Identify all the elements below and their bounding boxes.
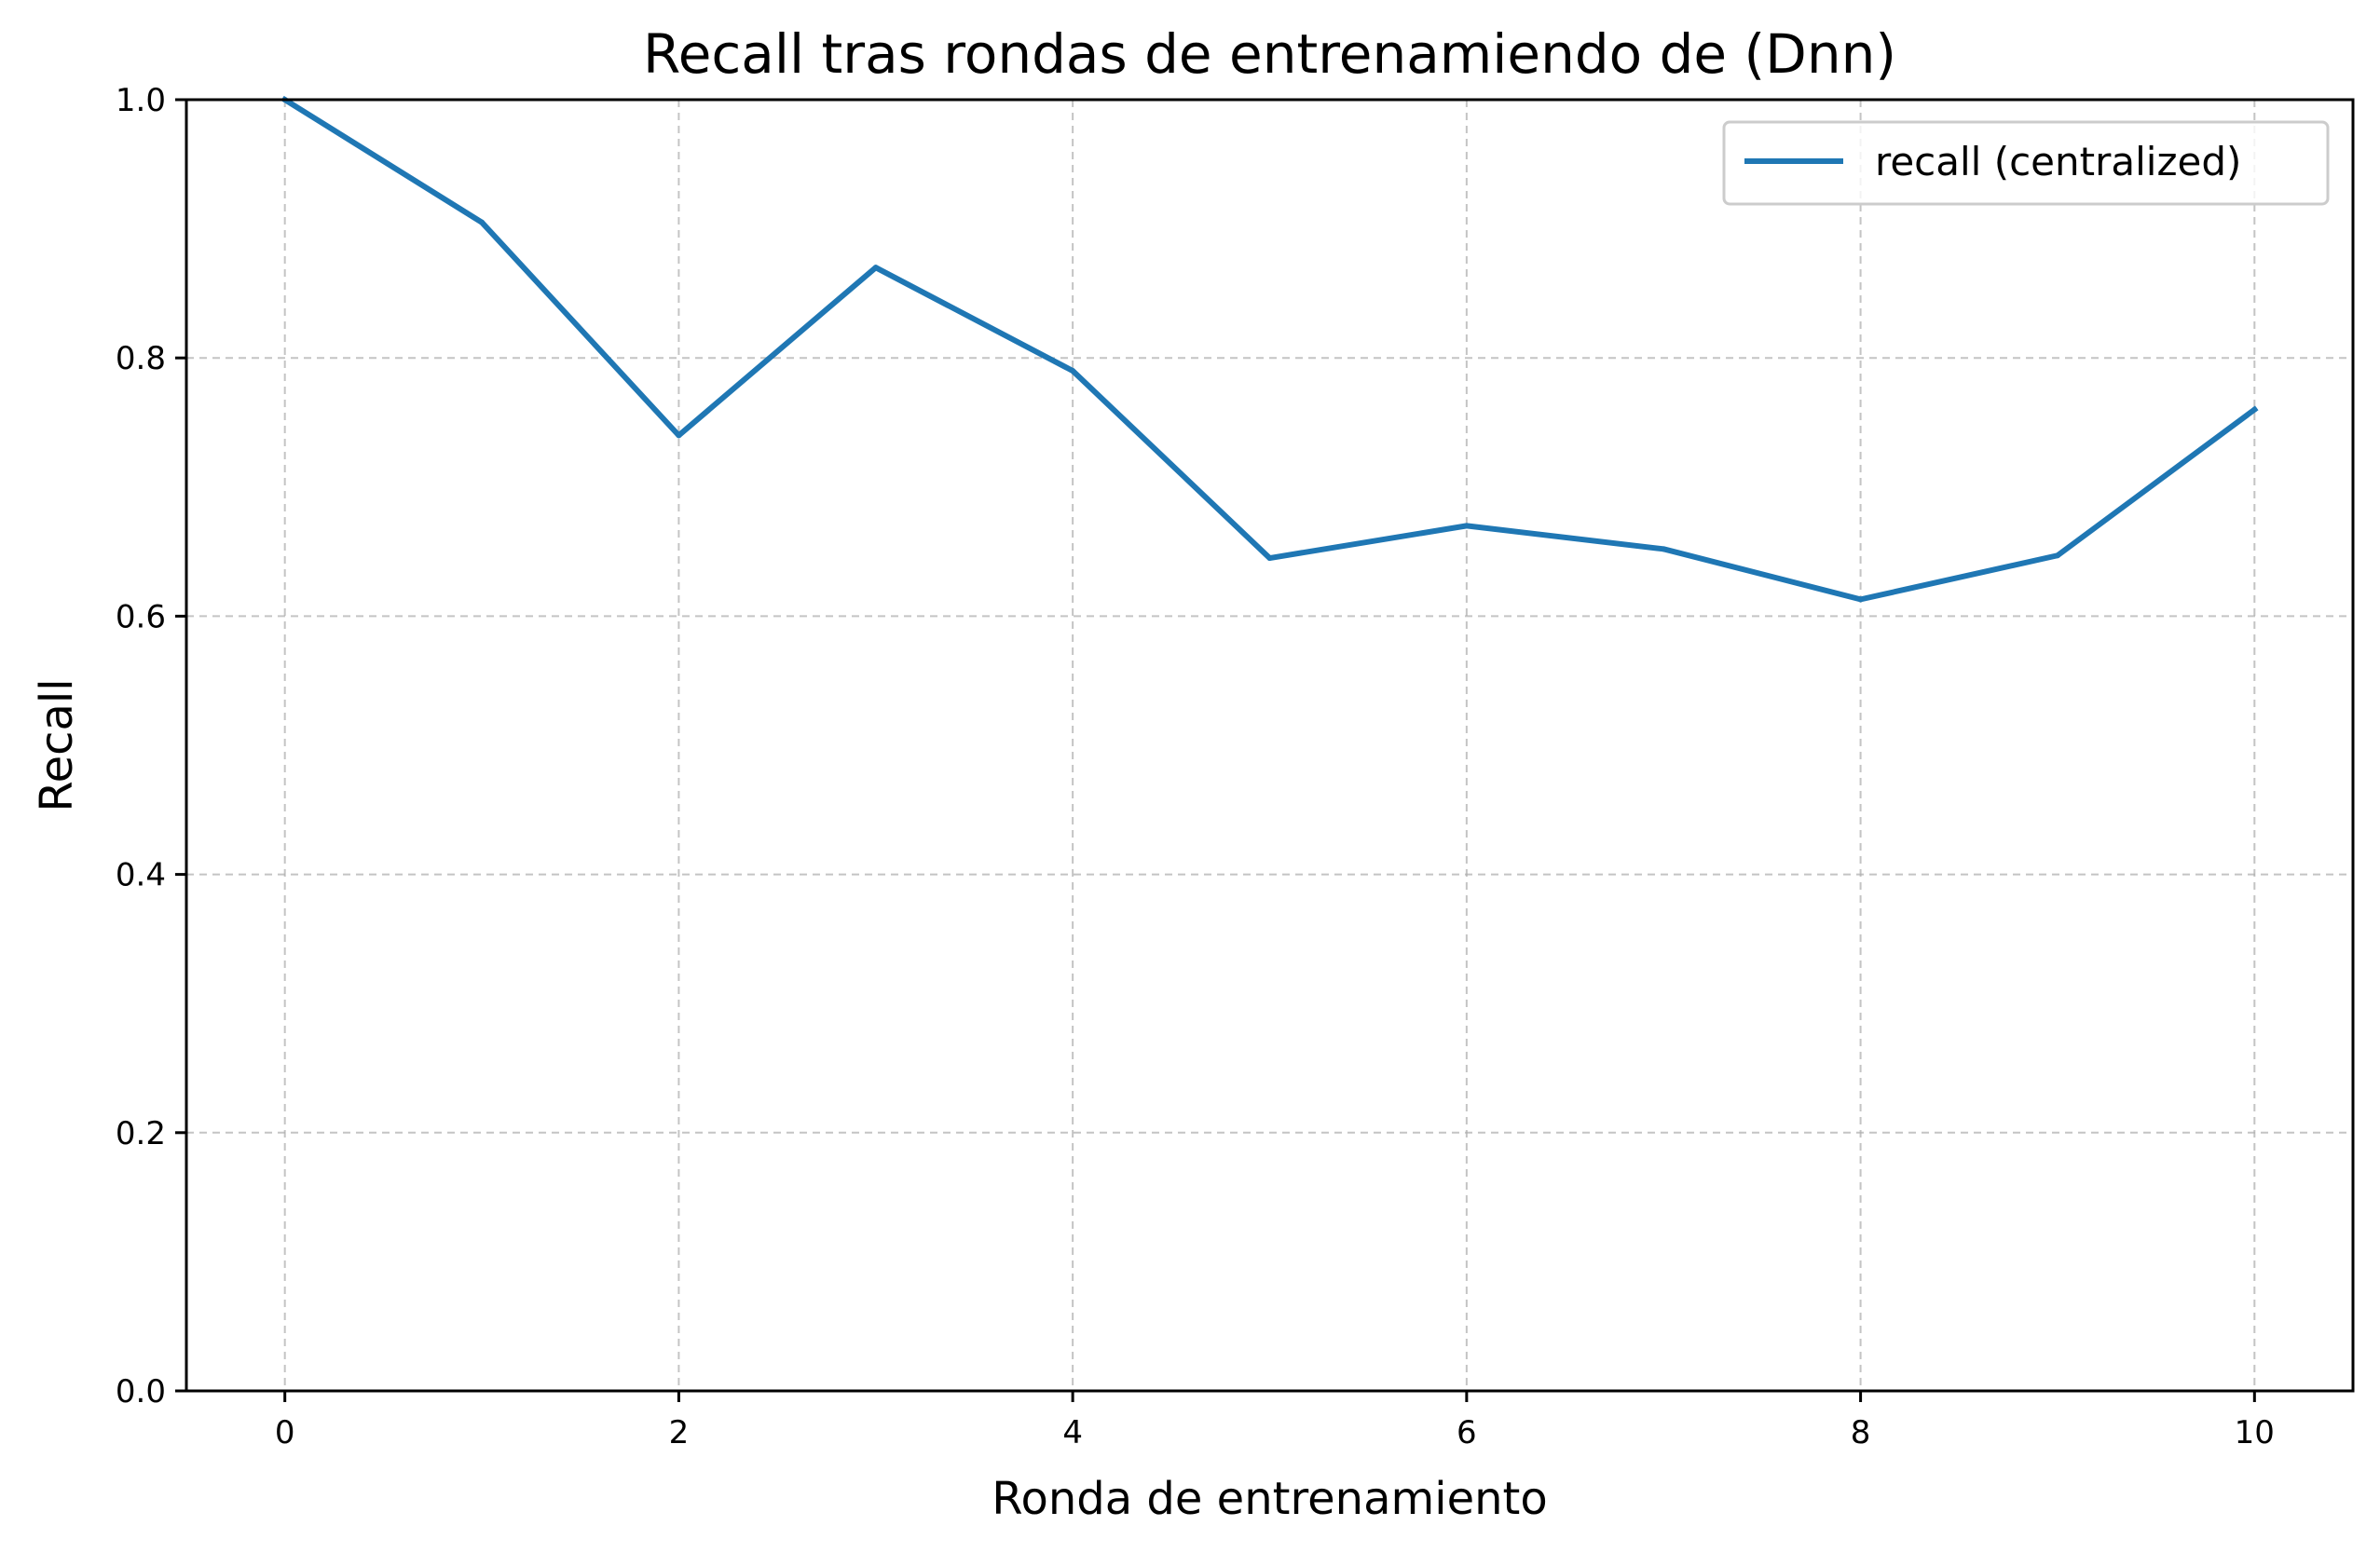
x-tick-label: 2 xyxy=(669,1414,690,1451)
x-axis-ticks: 0 2 4 6 8 10 xyxy=(275,1391,2275,1451)
y-tick-label: 1.0 xyxy=(116,82,166,119)
plot-frame xyxy=(185,98,2355,1393)
data-point xyxy=(1857,596,1864,603)
data-point xyxy=(2054,552,2060,559)
data-point xyxy=(1463,523,1470,529)
y-tick-label: 0.8 xyxy=(116,340,166,377)
y-tick-label: 0.4 xyxy=(116,857,166,894)
x-tick-label: 4 xyxy=(1062,1414,1083,1451)
data-point xyxy=(1070,368,1076,375)
data-point xyxy=(479,219,486,225)
x-tick-label: 8 xyxy=(1851,1414,1871,1451)
y-tick-label: 0.2 xyxy=(116,1115,166,1152)
data-point xyxy=(676,432,682,439)
y-axis-label: Recall xyxy=(31,678,83,811)
x-tick-label: 10 xyxy=(2235,1414,2275,1451)
y-tick-label: 0.6 xyxy=(116,598,166,635)
x-tick-label: 6 xyxy=(1457,1414,1477,1451)
chart-title: Recall tras rondas de entrenamiendo de (… xyxy=(643,22,1896,86)
data-point xyxy=(2251,406,2258,413)
y-tick-label: 0.0 xyxy=(116,1373,166,1410)
data-point xyxy=(1661,546,1667,552)
data-point xyxy=(872,265,879,271)
grid-lines xyxy=(186,99,2353,1392)
x-tick-label: 0 xyxy=(275,1414,295,1451)
y-axis-ticks: 0.0 0.2 0.4 0.6 0.8 1.0 xyxy=(116,82,186,1410)
legend-box xyxy=(1722,120,2330,206)
data-point xyxy=(1266,555,1273,562)
legend: recall (centralized) xyxy=(1722,120,2330,206)
legend-label: recall (centralized) xyxy=(1875,139,2241,184)
x-axis-label: Ronda de entrenamiento xyxy=(992,1473,1547,1525)
